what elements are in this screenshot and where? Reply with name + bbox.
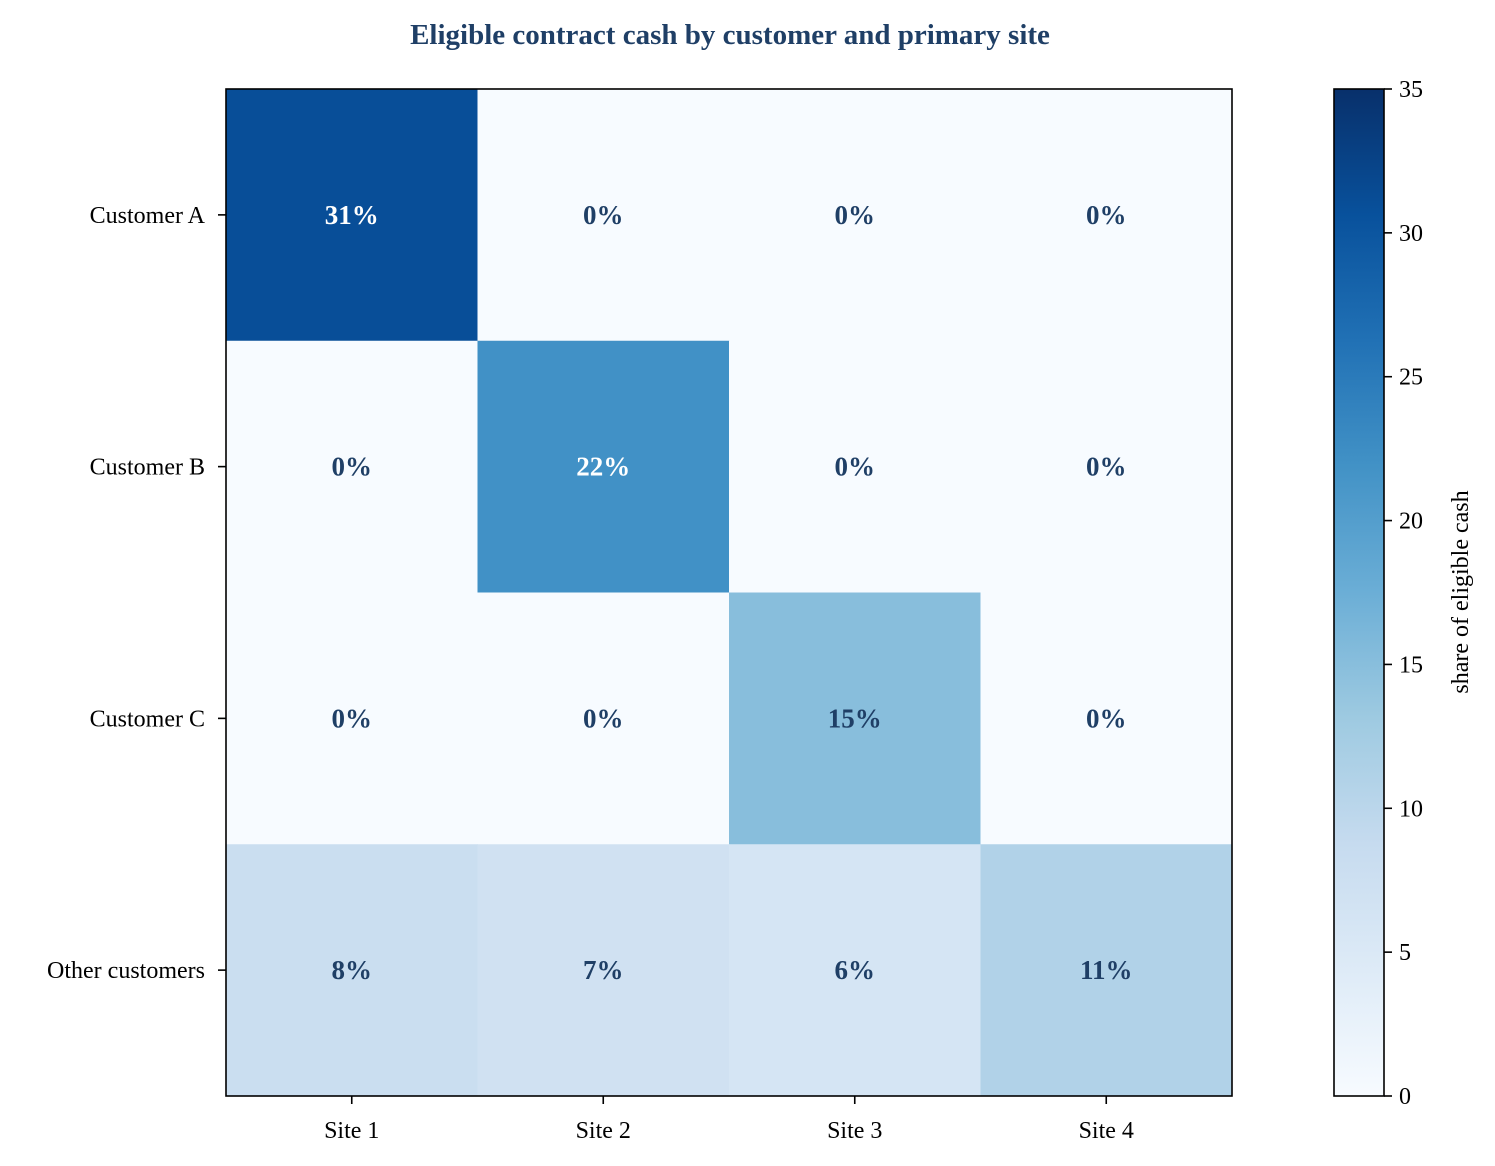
heatmap-cell xyxy=(729,592,981,845)
heatmap-cell xyxy=(226,592,478,845)
y-tick-label: Customer C xyxy=(90,706,205,732)
heatmap-cell xyxy=(477,844,730,1097)
heatmap-cell xyxy=(980,89,1233,342)
cell-value-label: 0% xyxy=(332,452,373,482)
cell-value-label: 15% xyxy=(828,703,882,733)
colorbar-tick-label: 0 xyxy=(1399,1084,1411,1110)
y-tick-label: Other customers xyxy=(47,958,205,984)
x-axis: Site 1 Site 2 Site 3 Site 4 xyxy=(324,1096,1134,1144)
colorbar-label: share of eligible cash xyxy=(1448,490,1474,693)
cell-value-label: 0% xyxy=(835,200,876,230)
cell-value-label: 0% xyxy=(1086,200,1127,230)
heatmap-cell xyxy=(729,340,981,593)
heatmap-cell xyxy=(729,844,981,1097)
cell-value-label: 6% xyxy=(835,955,876,985)
colorbar-tick-label: 20 xyxy=(1399,509,1423,535)
chart-title: Eligible contract cash by customer and p… xyxy=(410,19,1050,51)
cell-value-label: 0% xyxy=(835,452,876,482)
cell-value-label: 0% xyxy=(583,200,624,230)
cell-value-label: 8% xyxy=(332,955,373,985)
heatmap-cell xyxy=(477,89,730,342)
cell-value-label: 0% xyxy=(1086,703,1127,733)
cell-value-label: 0% xyxy=(1086,452,1127,482)
heatmap-cells xyxy=(226,89,1233,1097)
cell-value-label: 0% xyxy=(583,703,624,733)
colorbar-tick-label: 15 xyxy=(1399,652,1423,678)
heatmap-cell xyxy=(980,340,1233,593)
heatmap-cell xyxy=(729,89,981,342)
heatmap-cell xyxy=(226,844,478,1097)
colorbar-ticks: 0 5 10 15 20 25 30 35 xyxy=(1384,77,1423,1110)
colorbar-tick-label: 5 xyxy=(1399,940,1411,966)
colorbar: 0 5 10 15 20 25 30 35 share of eligible cash xyxy=(1333,77,1474,1110)
y-axis: Customer A Customer B Customer C Other cust… xyxy=(47,203,226,984)
heatmap-cell-labels: 31% 0% 0% 0% 0% 22% 0% 0% 0% 0% 15% 0% 8% 7% 6% 11% xyxy=(325,200,1133,985)
colorbar-tick-label: 30 xyxy=(1399,221,1423,247)
heatmap-cell xyxy=(980,592,1233,845)
plot-frame xyxy=(225,88,1233,1097)
cell-value-label: 22% xyxy=(576,452,630,482)
x-tick-label: Site 2 xyxy=(576,1118,631,1144)
heatmap-cell xyxy=(226,89,478,342)
heatmap-cell xyxy=(477,592,730,845)
colorbar-tick-label: 25 xyxy=(1399,365,1423,391)
y-tick-label: Customer A xyxy=(90,203,206,229)
heatmap-cell xyxy=(226,340,478,593)
cell-value-label: 7% xyxy=(583,955,624,985)
colorbar-tick-label: 10 xyxy=(1399,796,1423,822)
colorbar-tick-label: 35 xyxy=(1399,77,1423,103)
cell-value-label: 11% xyxy=(1080,955,1133,985)
colorbar-gradient xyxy=(1333,88,1385,1097)
x-tick-label: Site 1 xyxy=(324,1118,379,1144)
cell-value-label: 31% xyxy=(325,200,379,230)
heatmap-cell xyxy=(477,340,730,593)
y-tick-label: Customer B xyxy=(90,455,205,481)
cell-value-label: 0% xyxy=(332,703,373,733)
heatmap-cell xyxy=(980,844,1233,1097)
x-tick-label: Site 4 xyxy=(1079,1118,1134,1144)
x-tick-label: Site 3 xyxy=(827,1118,882,1144)
